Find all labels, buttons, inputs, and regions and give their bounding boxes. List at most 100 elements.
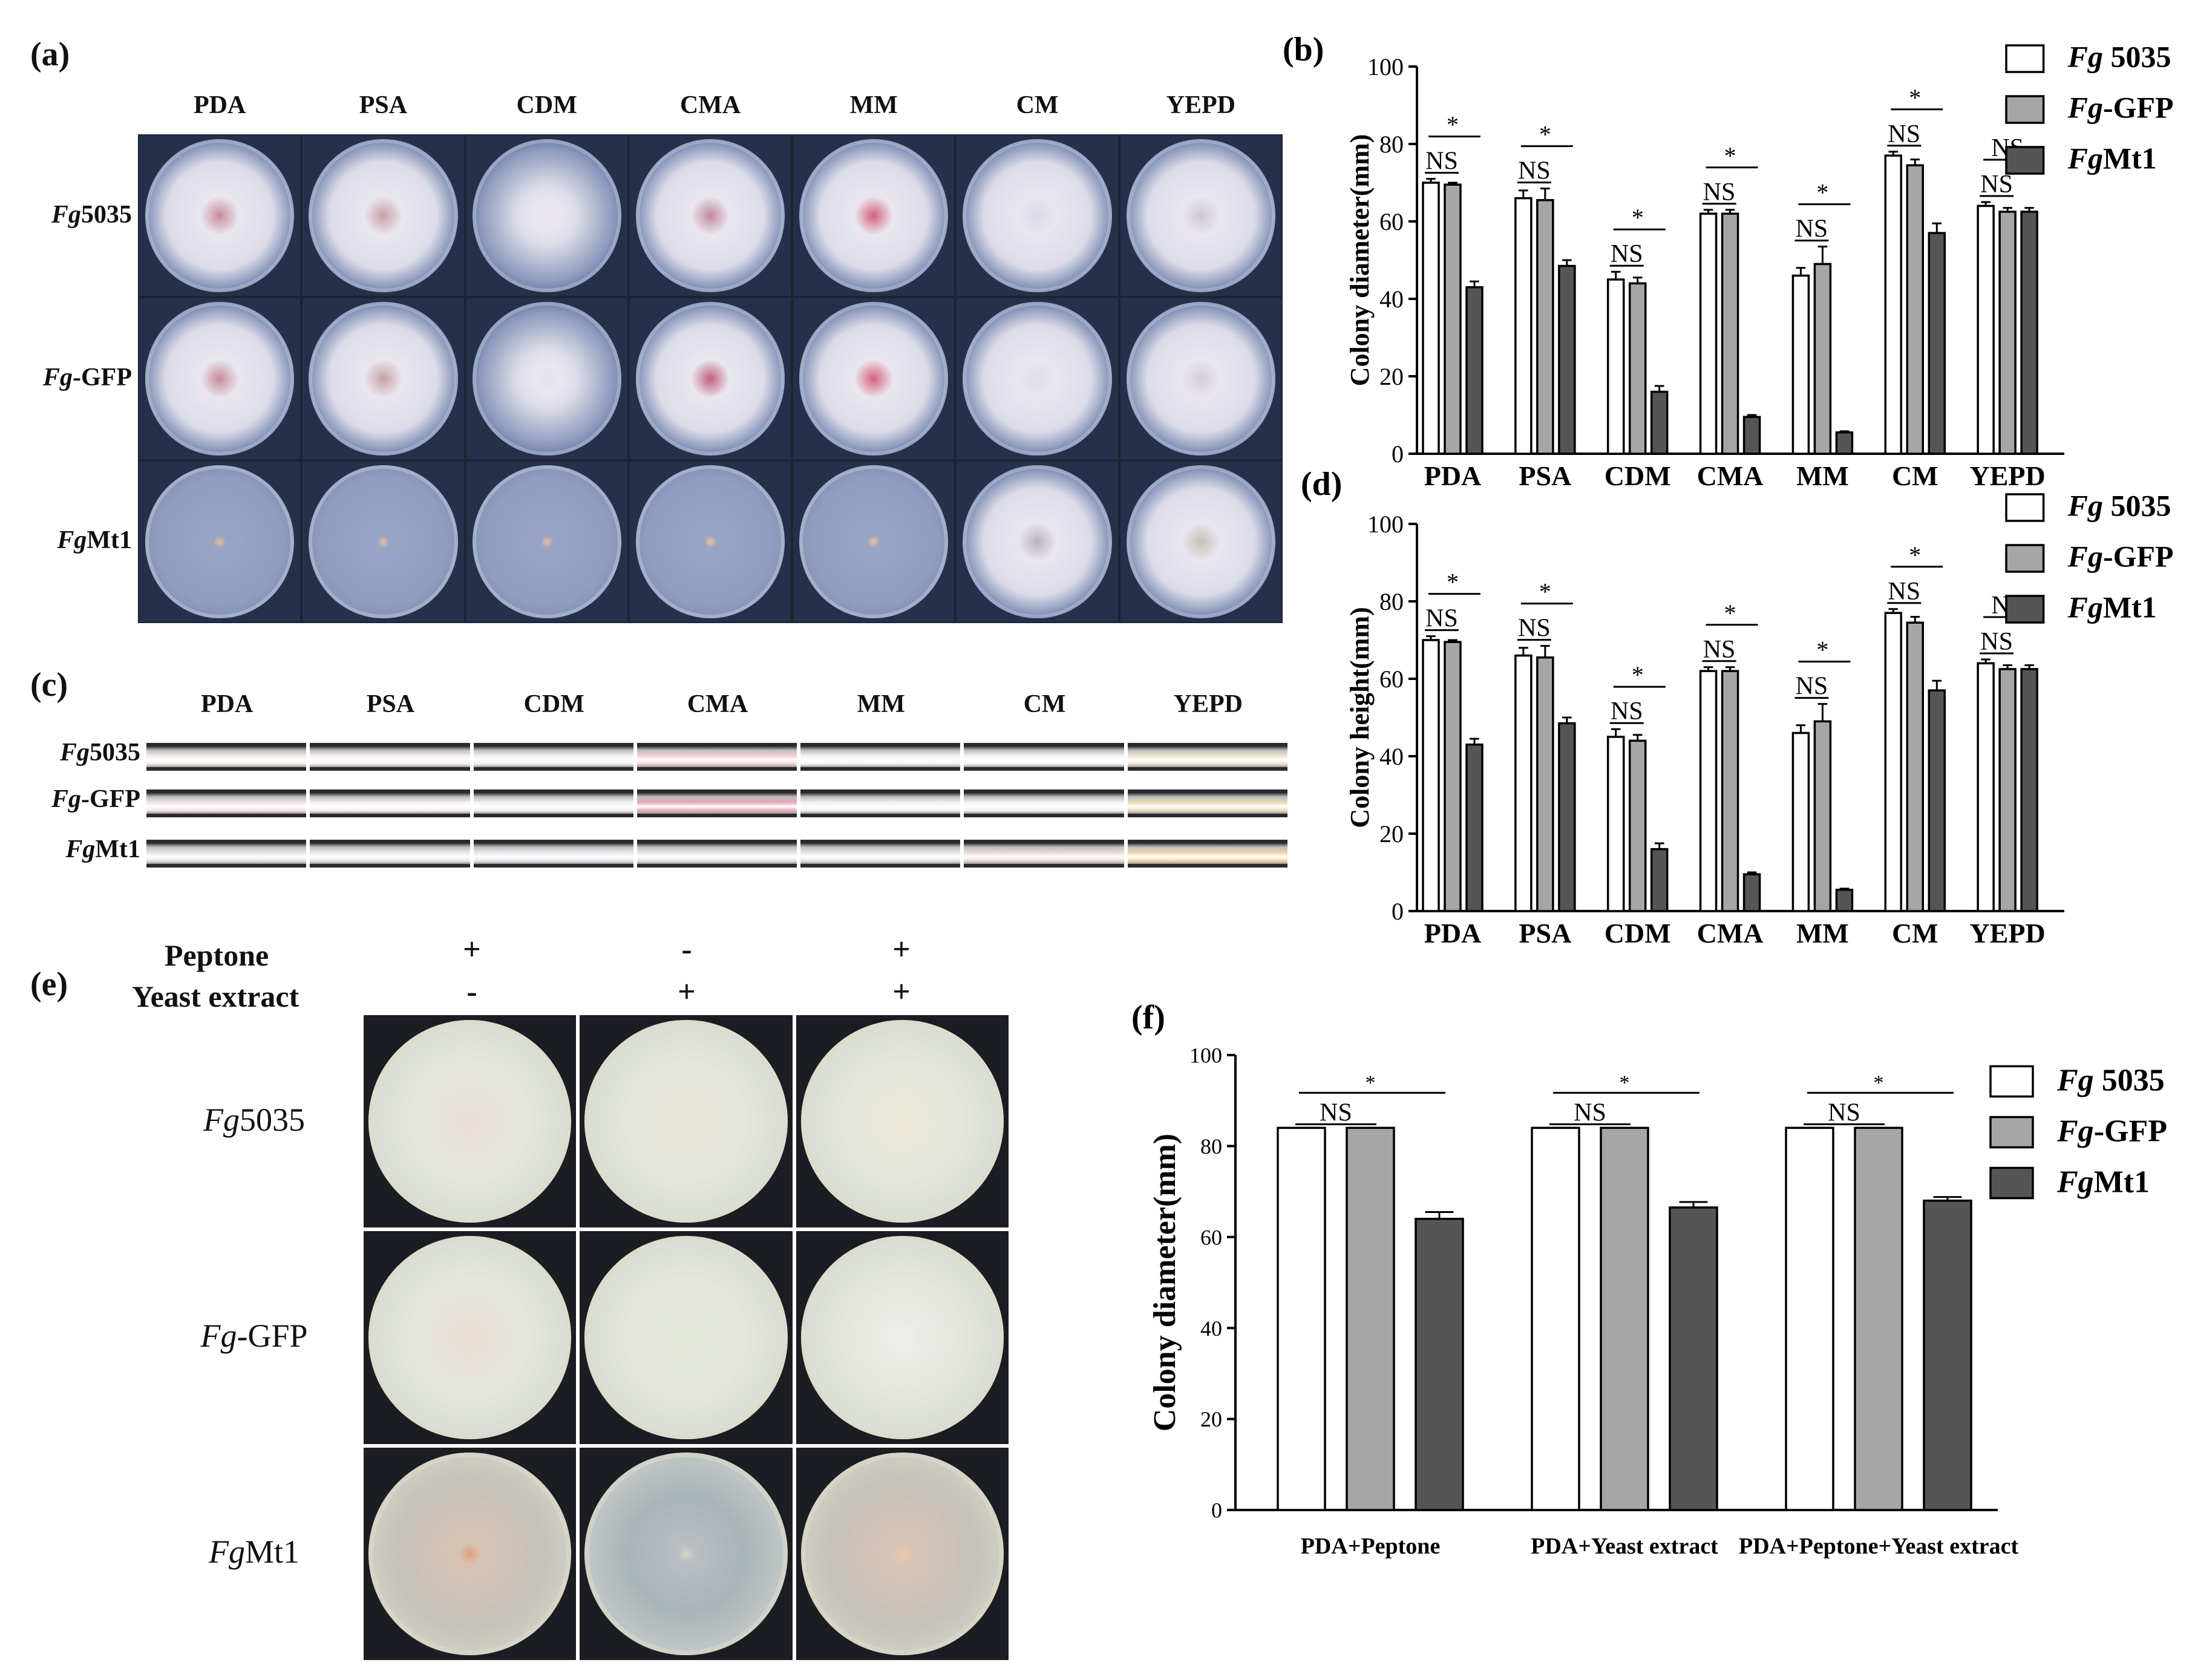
row-label-strain: Fg-GFP xyxy=(43,363,132,392)
colony-plate-photo xyxy=(1120,461,1281,622)
bar xyxy=(1923,1199,1972,1511)
strain-suffix: Mt1 xyxy=(87,526,132,555)
colony-side-view-photo xyxy=(636,743,797,771)
panel-f-bar-chart: (f) Colony diameter(mm) 0 20 40 60 80 100 PDA+Pe… xyxy=(1131,999,2167,1559)
ns-annotation: NS xyxy=(1796,673,1828,701)
x-category-label: CM xyxy=(1892,918,1938,949)
legend-swatch xyxy=(2005,95,2045,124)
x-category-label: PDA+Peptone xyxy=(1301,1534,1441,1559)
bar xyxy=(1884,154,1903,455)
x-category-label: PSA xyxy=(1519,918,1571,949)
panel-e-photo-grid xyxy=(362,1013,1010,1662)
colony-plate-photo xyxy=(580,1015,793,1228)
significance-annotation: * xyxy=(1909,84,1921,111)
significance-annotation: * xyxy=(1366,1071,1376,1094)
bar xyxy=(1346,1126,1395,1511)
significance-annotation: * xyxy=(1620,1071,1630,1094)
bar xyxy=(1791,274,1810,455)
y-tick-label: 80 xyxy=(1379,131,1404,158)
petri-dish xyxy=(368,1236,572,1439)
bar xyxy=(1277,1126,1326,1511)
bar xyxy=(1791,731,1810,912)
petri-dish xyxy=(963,465,1112,618)
yeast-extract-sign: + xyxy=(892,975,911,1009)
colony-side-view-photo xyxy=(310,840,470,868)
colony-plate-photo xyxy=(580,1231,793,1444)
y-axis-label: Colony diameter(mm) xyxy=(1148,1134,1182,1431)
colony-plate-photo xyxy=(364,1231,577,1444)
y-tick-label: 100 xyxy=(1189,1044,1222,1068)
significance-annotation: * xyxy=(1447,569,1459,596)
x-category-label: YEPD xyxy=(1970,460,2046,491)
bar xyxy=(1531,1126,1580,1511)
strain-prefix: Fg xyxy=(65,835,96,863)
colony-plate-photo xyxy=(139,461,301,622)
x-category-label: MM xyxy=(1796,460,1849,491)
x-category-label: CDM xyxy=(1605,460,1671,491)
column-label-pda: PDA xyxy=(193,91,246,119)
colony-side-view-photo xyxy=(310,789,470,817)
legend-swatch xyxy=(1989,1166,2034,1200)
strain-prefix: Fg xyxy=(51,785,82,813)
panel-b-bar-chart: (b) Colony diameter(mm) 0 20 40 60 80 100 PDA NS *… xyxy=(1283,31,2174,491)
legend-strain-suffix: Mt1 xyxy=(2103,142,2157,175)
petri-dish xyxy=(635,139,785,293)
colony-plate-photo xyxy=(1120,298,1281,459)
legend-strain-prefix: Fg xyxy=(2056,1114,2094,1149)
significance-annotation: * xyxy=(1539,578,1551,606)
petri-dish xyxy=(1126,139,1275,293)
strain-prefix: Fg xyxy=(57,526,87,555)
panel-a-photo-grid xyxy=(138,134,1283,623)
petri-dish xyxy=(799,465,949,618)
petri-dish xyxy=(368,1020,572,1223)
strain-prefix: Fg xyxy=(200,1318,237,1354)
legend-strain-prefix: Fg xyxy=(2067,40,2103,74)
bar xyxy=(2020,211,2038,455)
strain-suffix: -GFP xyxy=(237,1318,308,1354)
bar xyxy=(1928,689,1946,912)
petri-dish xyxy=(1126,302,1275,456)
legend-swatch xyxy=(2005,146,2045,175)
row-label-strain: FgMt1 xyxy=(182,1533,327,1571)
petri-dish xyxy=(368,1452,572,1655)
row-label-strain: Fg5035 xyxy=(51,200,132,229)
ns-annotation: NS xyxy=(1796,215,1828,243)
colony-plate-photo xyxy=(139,136,301,296)
legend-entry: Fg-GFP xyxy=(2056,1114,2167,1149)
x-category-label: CMA xyxy=(1697,460,1764,491)
panel-label: (b) xyxy=(1283,31,1324,68)
bar xyxy=(1606,736,1625,912)
yeast-extract-sign: + xyxy=(678,975,696,1009)
bar xyxy=(1813,263,1832,455)
bar xyxy=(1628,282,1647,455)
legend-swatch xyxy=(2005,493,2045,522)
bar xyxy=(1699,670,1718,912)
x-category-label: YEPD xyxy=(1970,918,2046,949)
bar xyxy=(1742,416,1761,455)
strain-suffix: -GFP xyxy=(73,364,132,391)
column-label-mm: MM xyxy=(857,690,905,718)
bar xyxy=(1813,720,1832,912)
bar xyxy=(1422,639,1440,912)
panel-label-e: (e) xyxy=(30,966,68,1003)
petri-dish xyxy=(472,139,621,293)
bar xyxy=(1721,212,1739,455)
bar xyxy=(1742,873,1761,912)
colony-side-view-photo xyxy=(964,840,1124,868)
bar xyxy=(1977,204,1995,455)
bar xyxy=(1650,848,1669,912)
colony-side-view-photo xyxy=(964,789,1124,817)
significance-annotation: * xyxy=(1816,636,1828,664)
row-label-strain: Fg5035 xyxy=(182,1101,327,1139)
significance-annotation: * xyxy=(1724,142,1736,169)
significance-annotation: * xyxy=(1724,600,1736,627)
colony-side-view-photo xyxy=(1127,743,1287,771)
colony-side-view-photo xyxy=(1127,789,1287,817)
legend-strain-prefix: Fg xyxy=(2067,590,2103,624)
legend-strain-prefix: Fg xyxy=(2067,91,2103,125)
column-label-cma: CMA xyxy=(679,91,741,119)
row-label-strain: FgMt1 xyxy=(57,526,132,555)
petri-dish xyxy=(799,139,949,293)
row-label-strain: Fg-GFP xyxy=(182,1317,327,1355)
strain-prefix: Fg xyxy=(43,364,73,391)
